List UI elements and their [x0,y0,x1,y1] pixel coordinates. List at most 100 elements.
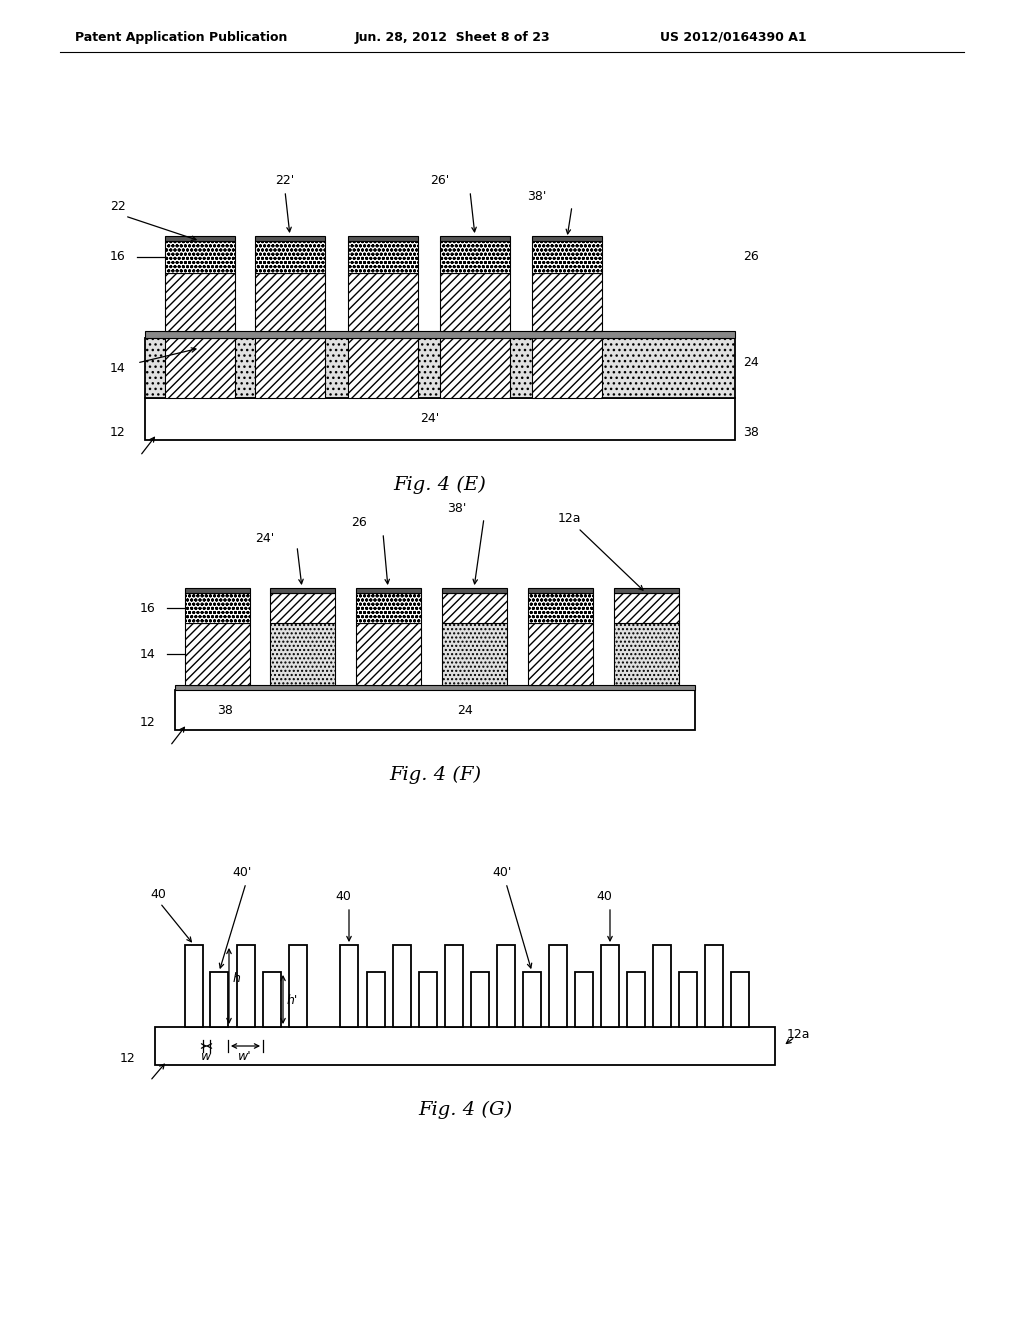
Text: w': w' [239,1049,252,1063]
Text: Fig. 4 (E): Fig. 4 (E) [393,477,486,494]
Bar [614,593,679,623]
Bar [255,273,325,331]
Text: 12: 12 [139,715,155,729]
Bar [165,338,234,399]
Bar [210,972,228,1027]
Bar [175,685,695,690]
Bar [442,623,507,685]
Text: 12: 12 [110,425,125,438]
Bar [442,587,507,593]
Bar [270,623,335,685]
Bar [289,945,307,1027]
Bar [356,593,421,623]
Bar [185,593,250,623]
Bar [185,587,250,593]
Text: 22: 22 [110,199,126,213]
Bar [705,945,723,1027]
Text: 40': 40' [492,866,511,879]
Text: h': h' [287,994,298,1006]
Text: 24': 24' [421,412,439,425]
Bar [497,945,515,1027]
Text: h: h [233,972,241,985]
Bar [263,972,281,1027]
Text: w: w [201,1049,211,1063]
Text: 12a: 12a [558,511,582,524]
Text: 38': 38' [527,190,547,202]
Text: 40: 40 [335,891,351,903]
Bar [145,338,735,399]
Bar [185,945,203,1027]
Text: 14: 14 [110,362,125,375]
Bar [255,236,325,242]
Bar [270,593,335,623]
Bar [627,972,645,1027]
Text: 26: 26 [351,516,367,529]
Bar [185,623,250,685]
Bar [440,338,510,399]
Bar [614,623,679,685]
Bar [440,273,510,331]
Text: 24: 24 [743,356,759,370]
Text: 26: 26 [743,251,759,264]
Bar [165,273,234,331]
Bar [356,623,421,685]
Bar [175,690,695,730]
Text: 22': 22' [275,174,294,187]
Bar [601,945,618,1027]
Text: 12a: 12a [787,1028,811,1041]
Text: 40: 40 [596,891,612,903]
Bar [653,945,671,1027]
Bar [348,242,418,273]
Text: 12: 12 [119,1052,135,1065]
Bar [348,273,418,331]
Bar [532,338,602,399]
Bar [356,587,421,593]
Bar [270,587,335,593]
Bar [237,945,255,1027]
Bar [549,945,567,1027]
Bar [532,242,602,273]
Bar [442,593,507,623]
Text: 14: 14 [139,648,155,660]
Text: 40: 40 [150,888,166,902]
Bar [155,1027,775,1065]
Bar [145,331,735,338]
Bar [419,972,437,1027]
Bar [255,338,325,399]
Bar [528,623,593,685]
Bar [440,242,510,273]
Bar [255,242,325,273]
Text: Fig. 4 (G): Fig. 4 (G) [418,1101,512,1119]
Text: 26': 26' [430,174,450,187]
Bar [528,593,593,623]
Bar [532,236,602,242]
Bar [532,273,602,331]
Text: 16: 16 [110,251,125,264]
Bar [393,945,411,1027]
Text: 38: 38 [743,425,759,438]
Bar [165,242,234,273]
Bar [575,972,593,1027]
Text: Patent Application Publication: Patent Application Publication [75,30,288,44]
Bar [679,972,697,1027]
Bar [165,236,234,242]
Bar [731,972,749,1027]
Text: 38: 38 [217,704,232,717]
Bar [348,236,418,242]
Bar [528,587,593,593]
Text: US 2012/0164390 A1: US 2012/0164390 A1 [660,30,807,44]
Text: Fig. 4 (F): Fig. 4 (F) [389,766,481,784]
Bar [340,945,358,1027]
Bar [348,338,418,399]
Text: 24: 24 [457,704,473,717]
Bar [367,972,385,1027]
Text: 40': 40' [232,866,251,879]
Bar [523,972,541,1027]
Bar [145,399,735,440]
Bar [440,236,510,242]
Text: 24': 24' [255,532,274,544]
Bar [445,945,463,1027]
Text: Jun. 28, 2012  Sheet 8 of 23: Jun. 28, 2012 Sheet 8 of 23 [355,30,551,44]
Bar [471,972,489,1027]
Text: 16: 16 [139,602,155,615]
